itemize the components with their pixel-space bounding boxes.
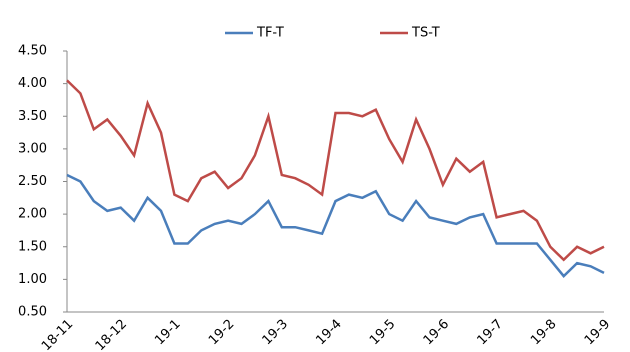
x-tick-label: 19-5 [367,317,398,348]
y-tick-label: 2.50 [18,174,47,189]
x-tick-label: 19-3 [260,317,291,348]
x-tick-label: 19-6 [421,317,452,348]
y-tick-label: 4.50 [18,44,47,59]
x-tick-label: 19-1 [152,317,183,348]
x-tick-label: 19-7 [474,317,505,348]
legend-label: TF-T [256,26,284,41]
x-tick-label: 19-4 [313,317,344,348]
series-line [66,79,605,262]
y-tick-label: 4.00 [18,76,47,91]
x-tick-label: 19-9 [582,317,613,348]
y-tick-label: 1.00 [18,272,47,287]
x-tick-label: 19-8 [528,317,559,348]
y-tick-label: 3.00 [18,141,47,156]
x-tick-label: 18-11 [39,317,76,352]
series-line [66,173,605,278]
x-tick-label: 18-12 [93,317,130,352]
legend-label: TS-T [411,26,440,41]
y-tick-label: 0.50 [18,305,47,320]
y-tick-label: 3.50 [18,109,47,124]
y-tick-label: 2.00 [18,207,47,222]
y-tick-label: 1.50 [18,239,47,254]
x-tick-label: 19-2 [206,317,237,348]
